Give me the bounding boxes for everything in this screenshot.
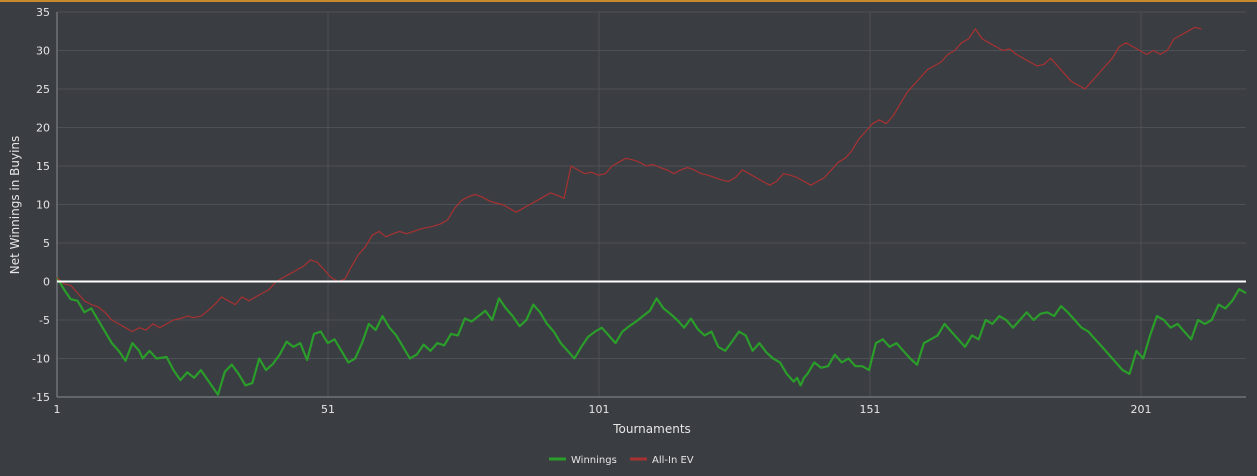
series-line-all-in-ev <box>56 26 1202 333</box>
y-tick-label: 35 <box>36 6 50 19</box>
y-tick-label: 25 <box>36 83 50 96</box>
legend: Winnings All-In EV <box>549 455 694 466</box>
series-line-winnings <box>56 277 1247 396</box>
y-tick-label: 10 <box>36 199 50 212</box>
y-axis-label: Net Winnings in Buyins <box>8 136 22 275</box>
series-layer <box>56 26 1247 396</box>
grid-lines <box>56 11 1246 398</box>
x-tick-label: 151 <box>860 403 881 416</box>
x-tick-label: 101 <box>589 403 610 416</box>
x-tick-label: 51 <box>321 403 335 416</box>
y-tick-label: 30 <box>36 45 50 58</box>
legend-label-winnings: Winnings <box>571 455 617 466</box>
x-tick-label: 201 <box>1131 403 1152 416</box>
y-tick-label: 20 <box>36 122 50 135</box>
y-axis-ticks: -15 -10 -5 0 5 10 15 20 25 30 35 <box>32 6 50 404</box>
y-tick-label: -5 <box>39 314 50 327</box>
x-tick-label: 1 <box>54 403 61 416</box>
x-axis-label: Tournaments <box>612 422 691 436</box>
y-tick-label: 5 <box>43 237 50 250</box>
x-axis-ticks: 1 51 101 151 201 <box>54 403 1152 416</box>
top-accent-bar <box>0 0 1257 2</box>
legend-label-all-in-ev: All-In EV <box>652 455 694 466</box>
y-tick-label: -15 <box>32 391 50 404</box>
y-tick-label: -10 <box>32 353 50 366</box>
y-tick-label: 0 <box>43 276 50 289</box>
y-tick-label: 15 <box>36 160 50 173</box>
